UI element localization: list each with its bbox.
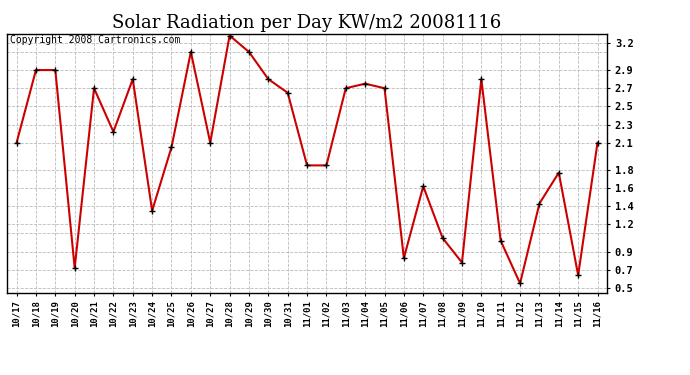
Text: Copyright 2008 Cartronics.com: Copyright 2008 Cartronics.com: [10, 35, 180, 45]
Title: Solar Radiation per Day KW/m2 20081116: Solar Radiation per Day KW/m2 20081116: [112, 14, 502, 32]
